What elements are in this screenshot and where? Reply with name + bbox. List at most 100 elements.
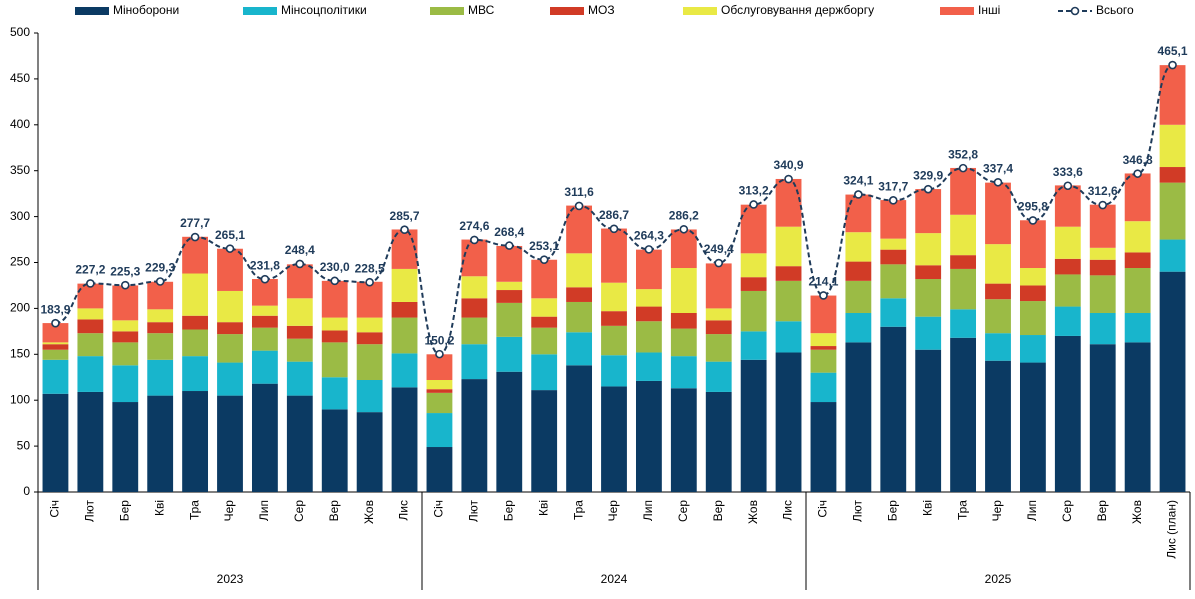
y-tick-label: 250 [10,255,30,269]
x-tick-label: Чер [990,500,1004,522]
total-marker [435,349,444,359]
total-marker [120,280,130,290]
bar-segment [182,236,209,274]
x-tick-label: Лип [641,500,655,521]
bar-segment [1054,258,1081,275]
value-label: 286,7 [599,208,629,222]
bar-segment [880,298,907,327]
total-marker [155,277,165,286]
bar-segment [670,356,697,389]
total-marker [1168,60,1177,70]
bar-segment [286,264,313,299]
bar-segment [705,263,732,309]
total-marker [854,190,863,199]
bar-segment [1124,221,1151,253]
bar-segment [251,315,278,328]
bar-segment [496,281,523,291]
bar-segment [356,317,383,333]
y-tick-label: 200 [10,301,30,315]
value-label: 150,2 [424,333,454,347]
x-tick-label: Кві [920,500,934,516]
bar-segment [356,380,383,413]
bar-segment [1089,204,1116,248]
bar-segment [705,361,732,392]
bar-segment [112,402,139,492]
value-label: 317,7 [878,180,908,194]
value-label: 230,0 [320,260,350,274]
bar-segment [321,342,348,378]
bar-segment [42,359,69,394]
x-tick-label: Сер [292,500,306,522]
bar-segment [985,283,1011,300]
value-label: 231,8 [250,258,280,272]
bar-segment [286,298,313,326]
bar-segment [880,238,907,250]
bar-segment [740,331,767,360]
bar-segment [182,356,209,392]
bar-segment [1124,268,1151,313]
bar-segment [426,413,453,448]
bar-segment [77,356,104,392]
bar-segment [985,244,1011,284]
total-marker [1028,216,1038,225]
bar-segment [635,249,662,290]
bar-segment [42,349,69,360]
value-label: 227,2 [75,263,105,277]
x-tick-label: Січ [816,500,830,518]
total-marker [819,291,828,300]
x-tick-label: Кві [152,500,166,516]
bar-segment [391,317,418,354]
bar-segment [705,320,732,335]
bar-segment [915,349,942,492]
bar-segment [950,337,977,492]
bar-segment [705,308,732,321]
bar-segment [147,281,174,310]
bar-segment [1124,312,1151,343]
bar-segment [740,277,767,291]
y-tick-label: 50 [17,438,31,452]
x-tick-label: Бер [117,500,131,522]
value-label: 229,3 [145,261,175,275]
bar-segment [147,359,174,396]
bar-segment [42,344,69,350]
bar-segment [217,334,243,363]
bar-segment [601,282,627,312]
bar-segment [461,239,488,277]
bar-segment [670,229,697,269]
total-marker [470,235,479,245]
bar-segment [601,355,627,387]
x-tick-label: Вер [711,500,725,522]
legend-label: МВС [468,3,495,17]
bar-segment [950,268,977,310]
bar-segment [601,228,627,283]
bar-segment [845,280,872,313]
bar-segment [356,344,383,381]
bar-segment [112,365,139,403]
bar-segment [182,391,209,492]
bar-segment [461,317,488,345]
value-label: 248,4 [285,243,315,257]
bar-segment [217,322,243,335]
total-marker [225,244,235,253]
value-label: 277,7 [180,216,210,230]
bar-segment [77,308,104,320]
bar-segment [1019,268,1046,286]
total-marker [958,163,968,173]
bar-segment [1019,362,1046,492]
bar-segment [1159,124,1186,168]
bar-segment [915,316,942,350]
bar-segment [426,447,453,492]
bar-segment [566,287,593,302]
bar-segment [915,233,942,266]
bar-segment [1159,167,1186,183]
bar-segment [566,301,593,333]
bar-segment [531,298,558,317]
bar-segment [915,265,942,280]
total-marker [260,274,270,284]
bar-segment [77,283,104,309]
x-tick-label: Січ [48,500,62,518]
bar-segment [1054,335,1081,492]
total-marker [365,277,374,287]
legend-label: Інші [978,3,1000,17]
bar-segment [112,320,139,332]
